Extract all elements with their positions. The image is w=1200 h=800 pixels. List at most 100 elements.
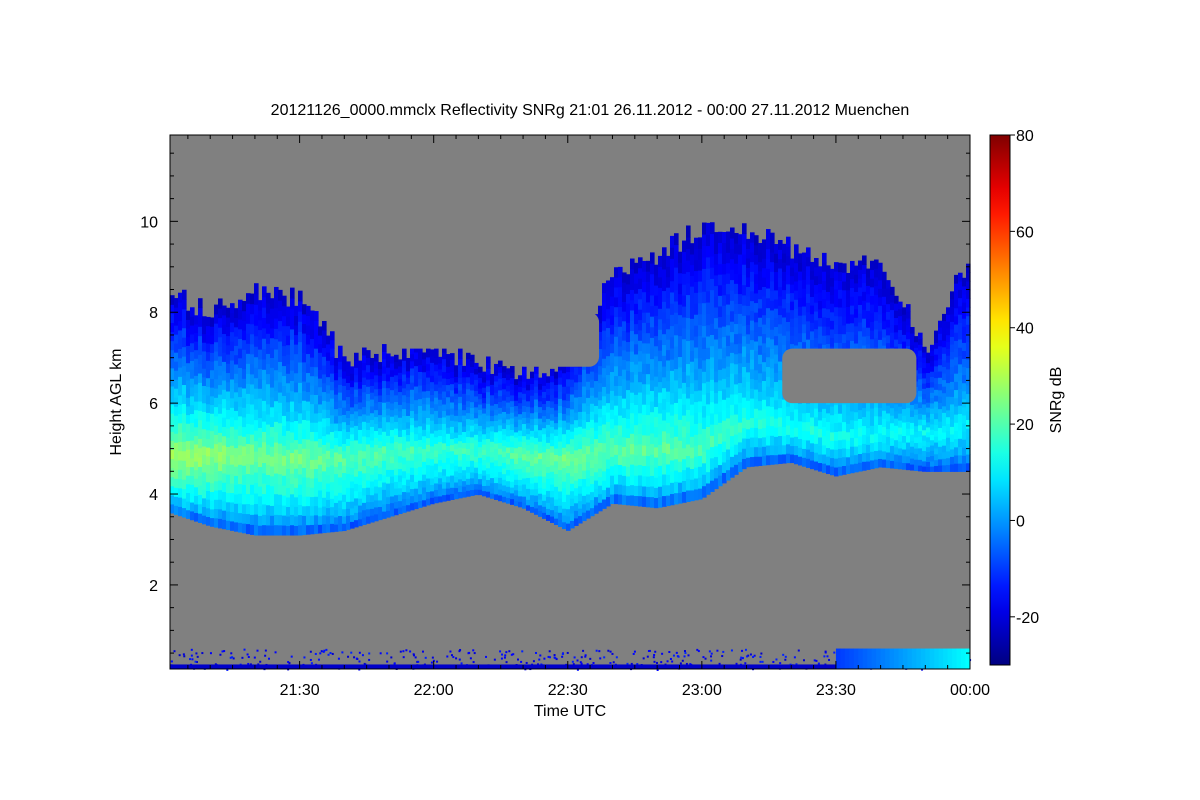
echo-cell <box>366 400 371 409</box>
echo-cell <box>558 483 563 492</box>
echo-cell <box>202 342 207 352</box>
echo-cell <box>494 493 499 501</box>
echo-cell <box>310 375 315 386</box>
echo-cell <box>830 457 835 467</box>
echo-cell <box>770 377 775 388</box>
echo-cell <box>238 328 243 339</box>
echo-cell <box>734 464 739 475</box>
echo-cell <box>670 471 675 483</box>
echo-cell <box>906 407 911 416</box>
echo-cell <box>330 389 335 399</box>
echo-cell <box>302 438 307 449</box>
echo-cell <box>918 459 923 466</box>
echo-cell <box>550 413 555 421</box>
echo-cell <box>678 471 683 483</box>
echo-cell <box>914 414 919 421</box>
echo-cell <box>170 449 175 460</box>
echo-cell <box>606 346 611 357</box>
echo-cell <box>398 397 403 405</box>
echo-cell <box>318 343 323 353</box>
echo-cell <box>698 422 703 435</box>
echo-cell <box>682 360 687 372</box>
echo-cell <box>918 384 923 391</box>
echo-cell <box>662 398 667 410</box>
echo-cell <box>386 394 391 402</box>
echo-cell <box>614 464 619 475</box>
echo-cell <box>642 424 647 436</box>
echo-cell <box>966 289 971 299</box>
echo-cell <box>382 394 387 403</box>
echo-cell <box>666 380 671 392</box>
echo-cell <box>718 295 723 307</box>
echo-cell <box>926 382 931 388</box>
echo-cell <box>798 332 803 343</box>
surface-speck <box>241 656 244 659</box>
echo-cell <box>286 344 291 355</box>
echo-cell <box>318 369 323 379</box>
echo-cell <box>718 284 723 296</box>
echo-cell <box>790 335 795 345</box>
echo-cell <box>906 455 911 464</box>
echo-cell <box>350 433 355 442</box>
echo-cell <box>390 369 395 377</box>
echo-cell <box>290 370 295 381</box>
echo-cell <box>462 464 467 471</box>
echo-cell <box>486 385 491 393</box>
echo-cell <box>918 441 923 449</box>
echo-cell <box>618 395 623 406</box>
echo-cell <box>574 517 579 526</box>
echo-cell <box>286 392 291 403</box>
echo-cell <box>210 378 215 388</box>
echo-cell <box>678 398 683 410</box>
echo-cell <box>630 443 635 455</box>
echo-cell <box>706 448 711 461</box>
echo-cell <box>798 262 803 272</box>
echo-cell <box>294 496 299 507</box>
echo-cell <box>502 394 507 401</box>
echo-cell <box>790 419 795 430</box>
echo-cell <box>202 333 207 343</box>
echo-cell <box>598 416 603 426</box>
echo-cell <box>510 371 515 379</box>
echo-cell <box>822 289 827 300</box>
echo-cell <box>666 266 671 278</box>
echo-cell <box>650 379 655 391</box>
echo-cell <box>930 455 935 462</box>
echo-cell <box>534 386 539 394</box>
echo-cell <box>586 413 591 423</box>
echo-cell <box>618 296 623 307</box>
echo-cell <box>446 488 451 495</box>
echo-cell <box>354 410 359 419</box>
echo-cell <box>186 492 191 502</box>
echo-cell <box>682 305 687 318</box>
surface-speck <box>303 656 306 659</box>
echo-cell <box>846 431 851 441</box>
echo-cell <box>714 370 719 383</box>
echo-cell <box>718 305 723 318</box>
echo-cell <box>722 284 727 296</box>
echo-cell <box>330 456 335 466</box>
echo-cell <box>478 478 483 485</box>
echo-cell <box>226 455 231 466</box>
echo-cell <box>898 413 903 421</box>
echo-cell <box>798 253 803 263</box>
echo-cell <box>546 388 551 395</box>
echo-cell <box>798 412 803 422</box>
echo-cell <box>594 479 599 489</box>
echo-cell <box>450 432 455 440</box>
echo-cell <box>274 483 279 495</box>
echo-cell <box>754 408 759 419</box>
echo-cell <box>358 415 363 424</box>
echo-cell <box>318 507 323 517</box>
echo-cell <box>570 371 575 380</box>
echo-cell <box>214 387 219 398</box>
echo-cell <box>246 303 251 314</box>
echo-cell <box>214 452 219 463</box>
echo-cell <box>626 341 631 352</box>
echo-cell <box>314 385 319 395</box>
echo-cell <box>962 285 967 295</box>
echo-cell <box>526 384 531 391</box>
echo-cell <box>362 384 367 393</box>
echo-cell <box>670 381 675 394</box>
echo-cell <box>494 437 499 444</box>
